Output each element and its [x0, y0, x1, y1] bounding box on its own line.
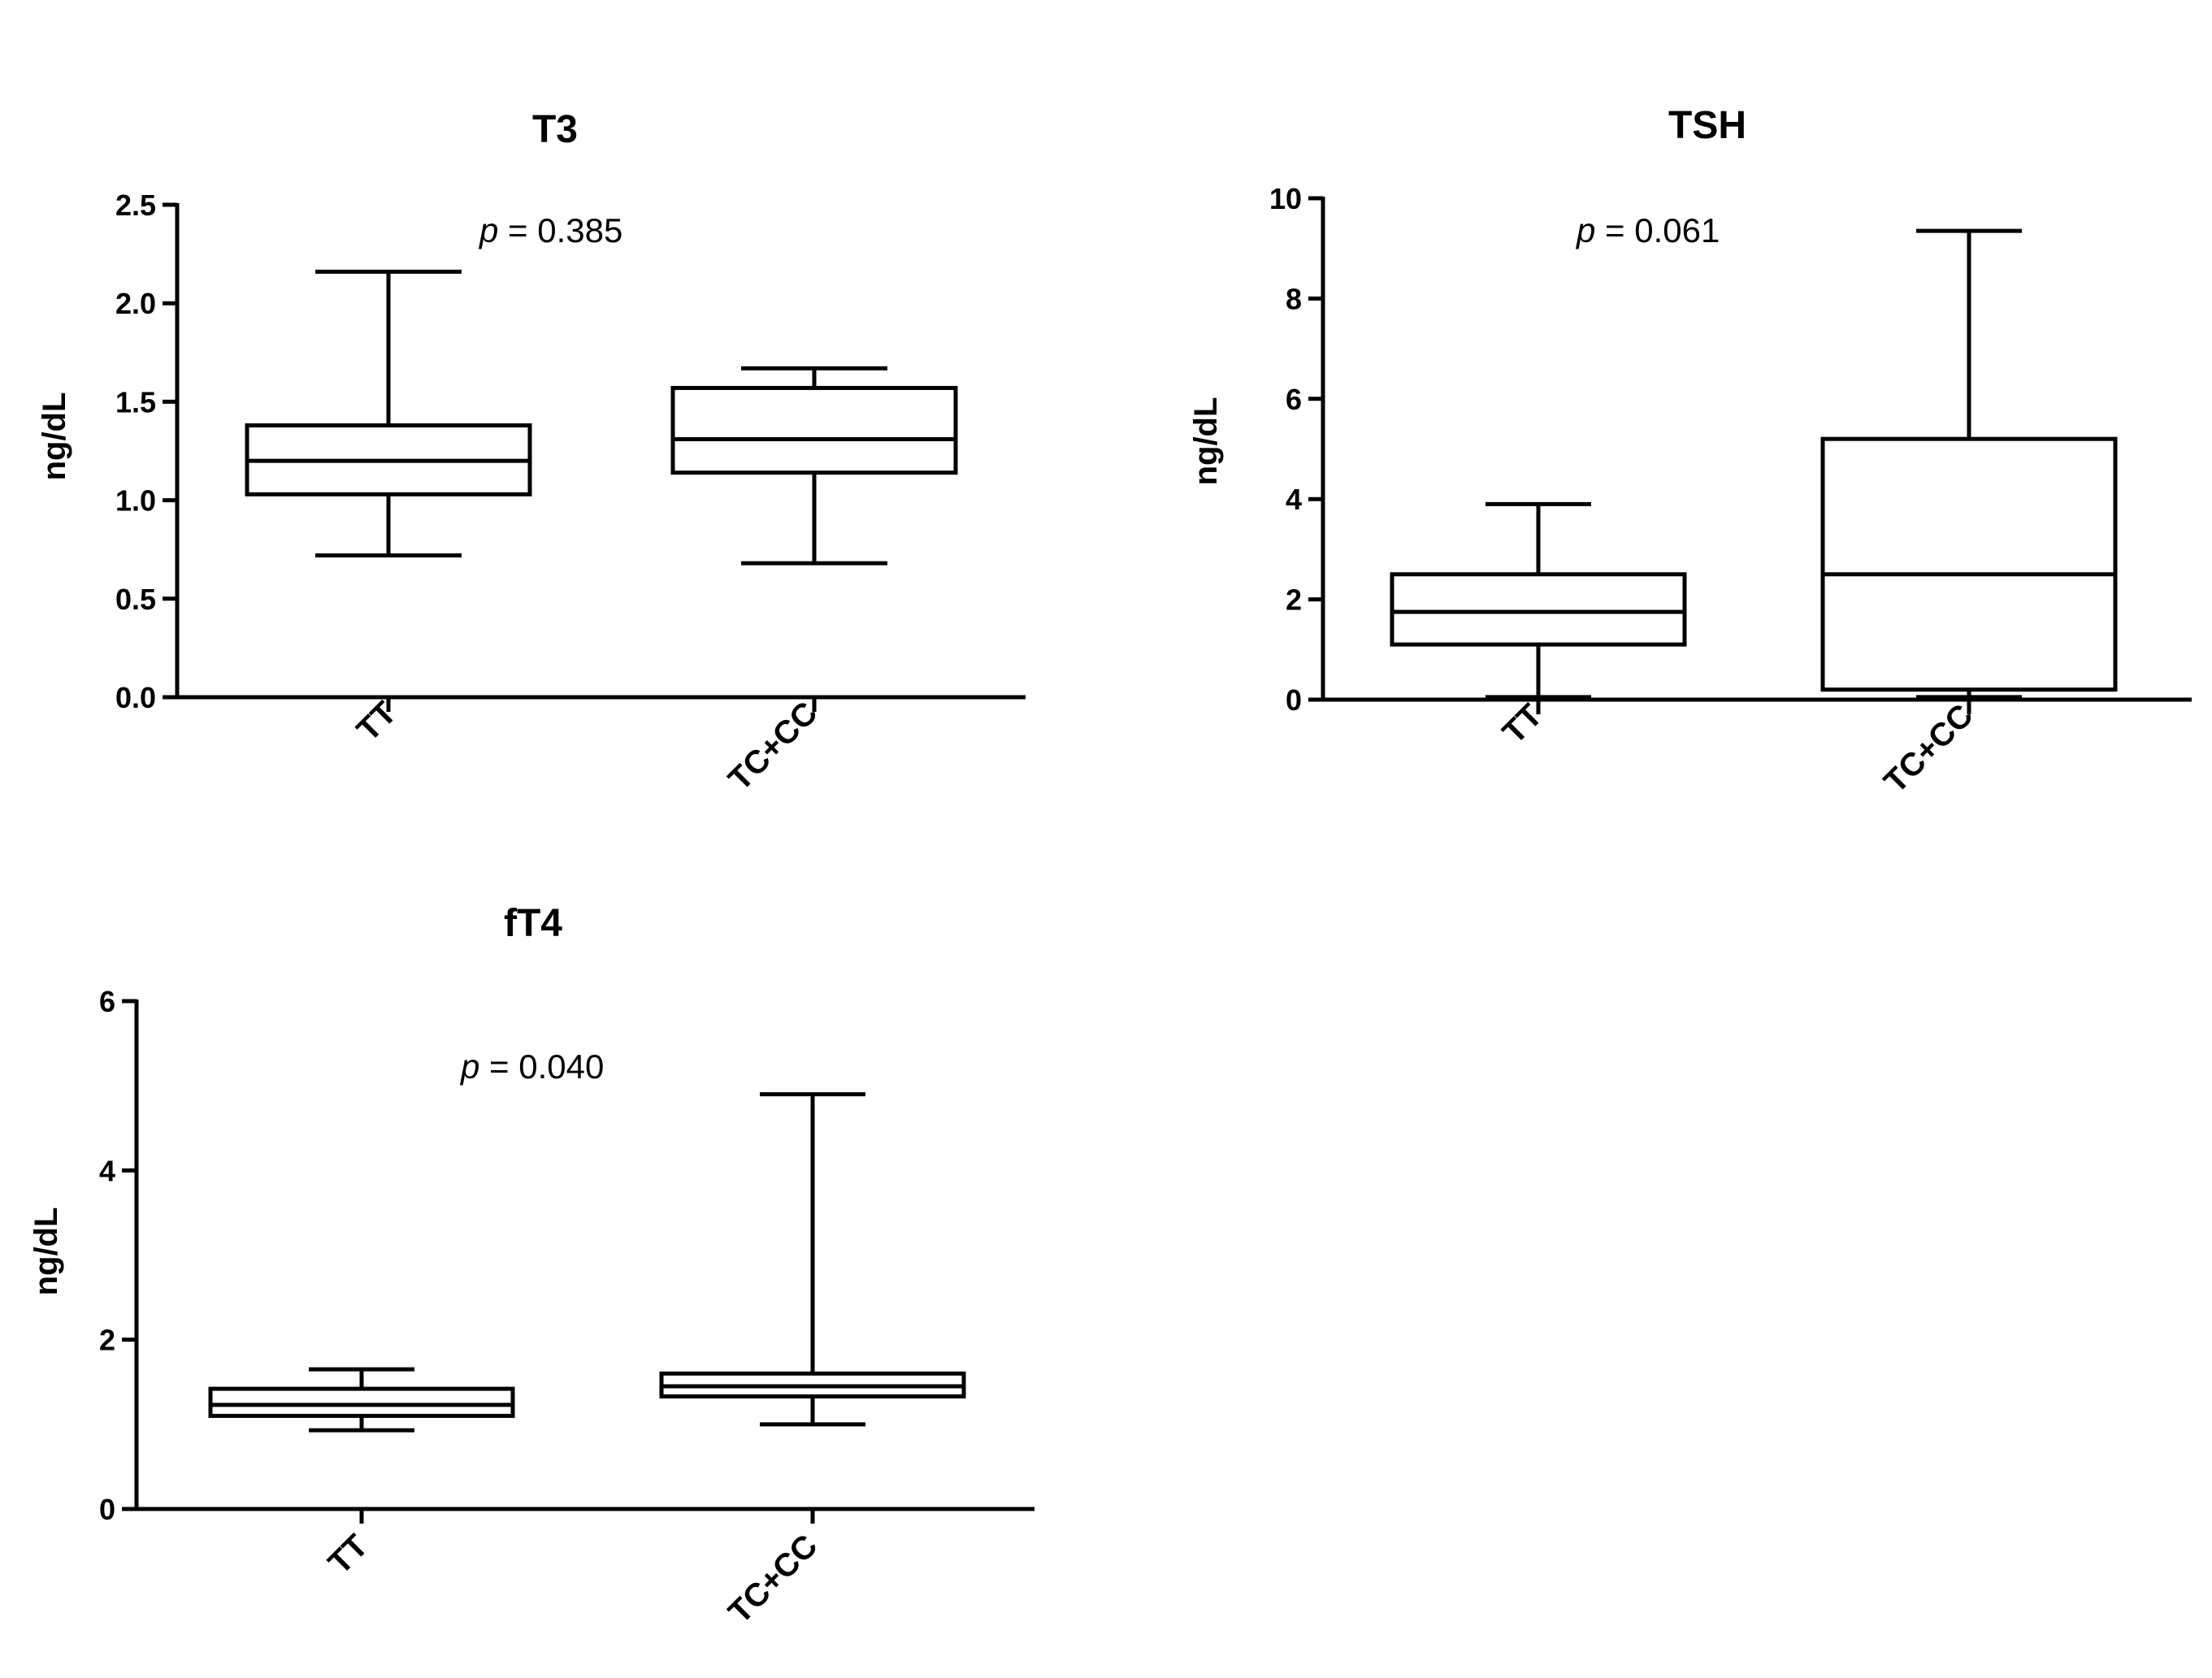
y-tick-label: 2 [1286, 583, 1302, 617]
category-label-tt: TT [1496, 697, 1550, 751]
y-tick-label: 10 [1269, 182, 1302, 215]
y-tick-label: 0.5 [115, 583, 156, 616]
iqr-box [1390, 572, 1687, 647]
box-plot [208, 1367, 515, 1433]
y-axis-label: ng/dL [28, 1208, 64, 1296]
p-value-annotation: p = 0.061 [1575, 211, 1720, 249]
box-plot [1390, 501, 1687, 700]
category-label-tt: TT [322, 1528, 375, 1581]
y-tick-label: 2 [99, 1324, 115, 1357]
panel-title: fT4 [504, 902, 562, 945]
panel-ft4: fT4 p = 0.040 ng/dL TT TC+CC 0 2 4 6 [28, 902, 1034, 1630]
category-label-tt: TT [350, 695, 404, 748]
box-plot [670, 366, 958, 566]
category-label-tc-cc: TC+CC [722, 1528, 824, 1630]
box-plot [659, 1092, 966, 1427]
p-value-annotation: p = 0.040 [459, 1047, 604, 1086]
y-tick-label: 8 [1286, 282, 1302, 315]
iqr-box [1820, 436, 2118, 692]
panel-title: TSH [1668, 104, 1746, 147]
panel-t3: T3 p = 0.385 ng/dL TT TC+CC 0.0 0.5 1.0 1.5… [37, 108, 1026, 797]
iqr-box [670, 385, 958, 475]
panel-title: T3 [532, 108, 578, 151]
y-tick-label: 1.5 [115, 385, 156, 418]
panel-tsh: TSH p = 0.061 ng/dL TT TC+CC 0 2 4 6 8 10 [1188, 104, 2192, 800]
y-axis-label: ng/dL [37, 392, 72, 481]
y-axis-label: ng/dL [1188, 397, 1224, 486]
p-value-annotation: p = 0.385 [478, 211, 622, 249]
y-tick-label: 6 [99, 985, 115, 1018]
box-plot [1820, 228, 2118, 700]
y-tick-label: 6 [1286, 383, 1302, 416]
box-plot [245, 269, 532, 557]
y-tick-label: 2.5 [115, 189, 156, 222]
y-tick-label: 1.0 [115, 484, 156, 518]
y-tick-label: 0 [1286, 683, 1302, 717]
y-tick-label: 0.0 [115, 681, 156, 714]
category-label-tc-cc: TC+CC [722, 695, 824, 797]
iqr-box [208, 1386, 515, 1418]
y-tick-label: 4 [1286, 483, 1302, 516]
y-tick-label: 2.0 [115, 287, 156, 320]
category-label-tc-cc: TC+CC [1877, 697, 1980, 800]
y-tick-label: 4 [99, 1154, 115, 1187]
y-tick-label: 0 [99, 1493, 115, 1526]
